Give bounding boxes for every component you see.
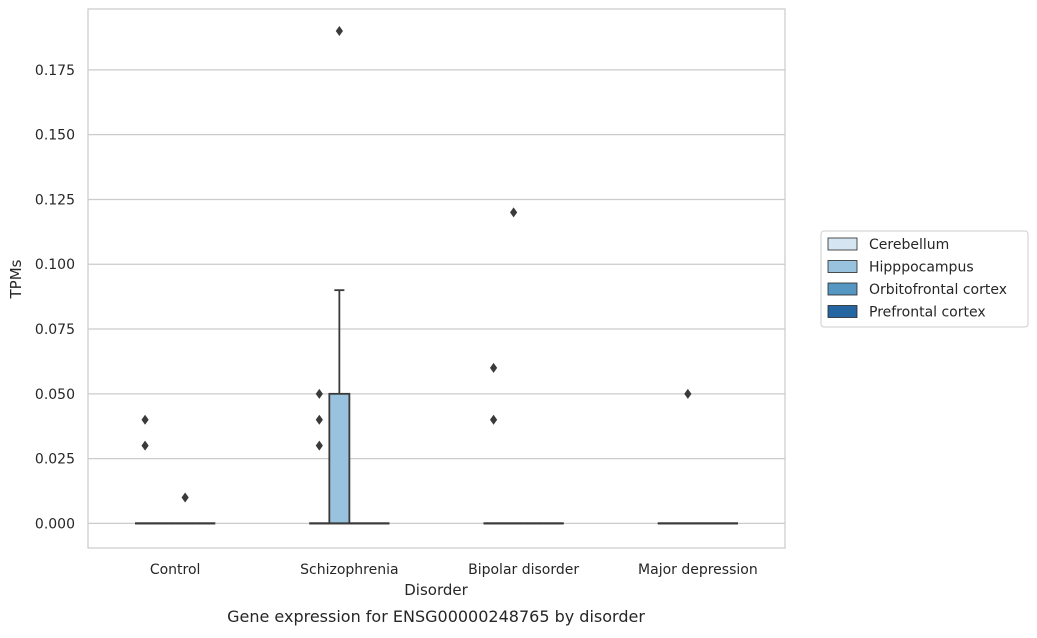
legend-label: Orbitofrontal cortex bbox=[869, 282, 1007, 298]
y-tick-label: 0.025 bbox=[35, 452, 75, 468]
outlier-point bbox=[315, 414, 323, 425]
box-rect bbox=[328, 392, 351, 525]
y-tick-label: 0.125 bbox=[35, 192, 75, 208]
legend-frame bbox=[820, 230, 1029, 328]
y-tick-labels: 0.000 0.025 0.050 0.075 0.100 0.125 0.150 0.175 bbox=[35, 63, 75, 532]
y-tick-label: 0.175 bbox=[35, 63, 75, 79]
outlier-point bbox=[141, 440, 149, 451]
outlier-point bbox=[141, 414, 149, 425]
legend-swatch bbox=[827, 305, 858, 318]
outlier-point bbox=[489, 414, 498, 425]
y-axis-label: TPMs bbox=[7, 259, 25, 299]
box-plot-marks bbox=[135, 26, 738, 525]
x-axis-label: Disorder bbox=[404, 581, 468, 599]
x-tick-label: Major depression bbox=[638, 562, 758, 578]
x-tick-label: Control bbox=[150, 562, 201, 578]
outlier-point bbox=[489, 362, 498, 373]
outlier-point bbox=[181, 492, 189, 503]
plot-background bbox=[88, 9, 785, 548]
legend-swatch bbox=[827, 260, 858, 273]
legend-label: Cerebellum bbox=[869, 237, 949, 253]
plot-frame bbox=[87, 8, 786, 549]
y-tick-label: 0.075 bbox=[35, 322, 75, 338]
outlier-point bbox=[315, 388, 323, 399]
x-tick-labels: Control Schizophrenia Bipolar disorder Majo… bbox=[150, 562, 758, 578]
outlier-point bbox=[510, 207, 518, 218]
grid-lines bbox=[88, 69, 785, 525]
legend-swatch bbox=[827, 282, 858, 296]
chart-caption: Gene expression for ENSG00000248765 by d… bbox=[227, 607, 645, 626]
outlier-point bbox=[684, 388, 692, 399]
outlier-point bbox=[335, 26, 343, 37]
y-tick-label: 0.150 bbox=[35, 128, 75, 144]
legend-swatch bbox=[827, 237, 858, 251]
x-tick-label: Schizophrenia bbox=[300, 562, 398, 578]
legend-label: Prefrontal cortex bbox=[869, 305, 986, 321]
y-tick-label: 0.100 bbox=[35, 257, 75, 273]
y-tick-label: 0.000 bbox=[35, 516, 75, 532]
outlier-point bbox=[315, 440, 323, 451]
x-tick-label: Bipolar disorder bbox=[468, 562, 579, 578]
y-tick-label: 0.050 bbox=[35, 387, 75, 403]
legend-label: Hipppocampus bbox=[869, 260, 974, 276]
legend: Cerebellum Hipppocampus Orbitofrontal cort… bbox=[820, 230, 1029, 328]
